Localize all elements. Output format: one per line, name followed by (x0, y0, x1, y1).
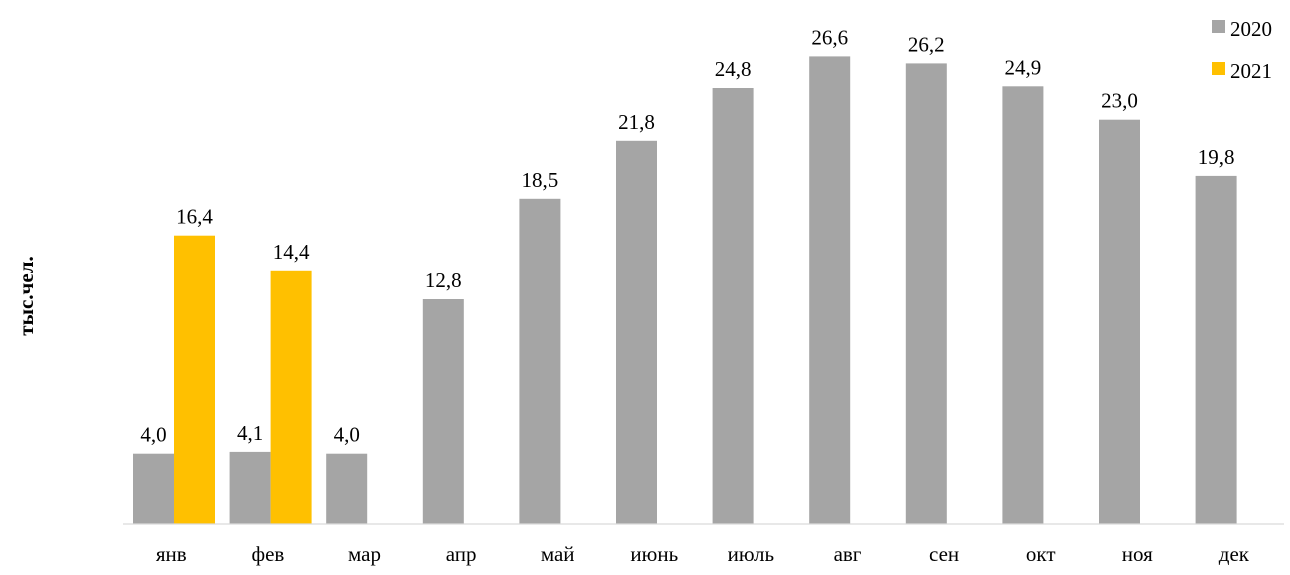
bar-2020-май (519, 198, 561, 525)
legend-swatch-2020 (1212, 20, 1225, 33)
data-label: 19,8 (1198, 145, 1235, 169)
category-label: дек (1219, 542, 1250, 566)
bar-2021-фев (270, 270, 312, 524)
bars-layer (133, 56, 1237, 525)
data-label: 26,2 (908, 32, 945, 56)
data-label: 24,9 (1005, 55, 1042, 79)
category-label: июнь (630, 542, 678, 566)
bar-2020-апр (422, 299, 464, 524)
bar-2020-авг (809, 56, 851, 525)
bar-2020-сен (905, 63, 947, 525)
bar-2020-дек (1195, 175, 1237, 524)
bar-2020-мар (326, 453, 368, 524)
bar-2020-окт (1002, 86, 1044, 525)
category-label: ноя (1122, 542, 1153, 566)
category-label: авг (834, 542, 862, 566)
category-label: сен (929, 542, 959, 566)
data-label: 12,8 (425, 268, 462, 292)
category-label: окт (1026, 542, 1056, 566)
category-label: апр (446, 542, 477, 566)
category-label: май (541, 542, 575, 566)
category-label: июль (728, 542, 774, 566)
legend-label: 2021 (1230, 59, 1272, 83)
bar-2021-янв (174, 235, 215, 524)
category-label: мар (348, 542, 381, 566)
data-label: 4,0 (334, 423, 360, 447)
category-labels-layer: янв фев мар апр май июнь июль авг сен окт ноя дек (156, 542, 1250, 566)
category-label: янв (156, 542, 187, 566)
legend-label: 2020 (1230, 17, 1272, 41)
data-label: 4,0 (140, 423, 166, 447)
data-label: 24,8 (715, 57, 752, 81)
category-label: фев (251, 542, 284, 566)
y-axis-label: тыс.чел. (14, 256, 38, 335)
bar-2020-июль (712, 88, 754, 524)
data-label: 4,1 (237, 421, 263, 445)
bar-2020-янв (133, 453, 174, 524)
legend-swatch-2021 (1212, 62, 1225, 75)
bar-2020-ноя (1099, 119, 1140, 524)
bar-2020-июнь (616, 140, 657, 525)
data-label: 21,8 (618, 110, 655, 134)
data-label: 14,4 (273, 240, 310, 264)
data-label: 16,4 (176, 205, 213, 229)
value-labels-layer: 4,0 16,4 4,1 14,4 4,0 12,8 18,5 21,8 24,8 26,6 26,… (140, 25, 1234, 446)
data-label: 23,0 (1101, 89, 1138, 113)
data-label: 26,6 (811, 25, 848, 49)
bar-2020-фев (229, 451, 271, 524)
data-label: 18,5 (522, 168, 559, 192)
legend: 2020 2021 (1212, 17, 1272, 83)
